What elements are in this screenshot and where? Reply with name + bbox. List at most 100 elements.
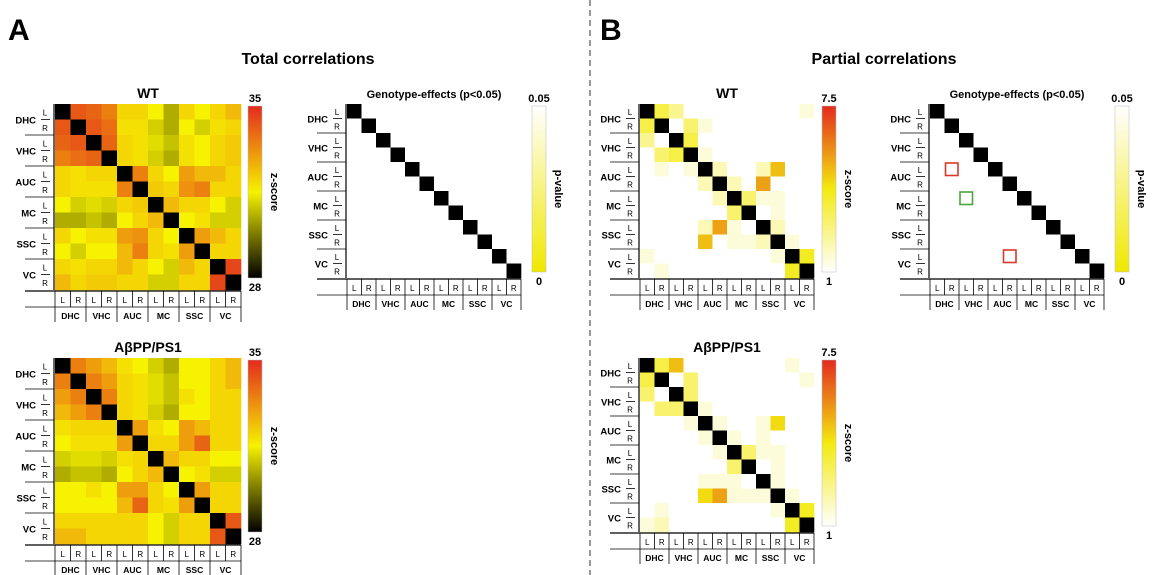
heatmap-cell	[194, 274, 211, 291]
heatmap-cell	[785, 474, 800, 489]
heatmap-cell	[390, 162, 406, 177]
heatmap-cell	[756, 249, 771, 264]
heatmap-cell	[506, 220, 522, 235]
heatmap-cell	[101, 181, 118, 198]
heatmap-cell	[492, 263, 507, 279]
diagonal-cell	[756, 220, 771, 235]
y-region-label: VHC	[891, 144, 911, 155]
heatmap-cell	[132, 513, 149, 529]
heatmap-cell	[712, 503, 728, 518]
heatmap-cell	[741, 503, 757, 518]
heatmap-cell	[770, 104, 786, 119]
diagonal-cell	[741, 205, 757, 221]
heatmap-cell	[669, 401, 684, 417]
heatmap-cell	[86, 243, 102, 260]
y-region-label: SSC	[16, 494, 36, 505]
heatmap-cell	[448, 234, 464, 250]
heatmap-cell	[376, 104, 391, 119]
y-region-label: AUC	[15, 178, 36, 189]
heatmap-cell	[405, 147, 420, 163]
x-hemisphere-label: R	[168, 296, 174, 305]
heatmap-cell	[712, 104, 728, 119]
heatmap-cell	[210, 420, 226, 436]
colorbar-max-label: 0.05	[528, 93, 549, 105]
y-hemisphere-label: L	[335, 195, 340, 204]
heatmap-cell	[1046, 133, 1061, 148]
heatmap-cell	[669, 416, 684, 431]
heatmap-cell	[1089, 133, 1105, 148]
heatmap-cell	[390, 205, 406, 221]
y-hemisphere-label: L	[628, 391, 633, 400]
heatmap-cell	[741, 162, 757, 177]
colorbar-max-label: 7.5	[821, 93, 836, 105]
heatmap-cell	[770, 118, 786, 134]
colorbar-max-label: 7.5	[821, 347, 836, 359]
heatmap-cell	[376, 249, 391, 264]
heatmap-cell	[448, 118, 464, 134]
heatmap-cell	[930, 133, 945, 148]
heatmap-cell	[163, 181, 180, 198]
y-hemisphere-label: R	[627, 180, 633, 189]
x-hemisphere-label: L	[439, 284, 444, 293]
heatmap-cell	[117, 389, 133, 405]
heatmap-cell	[361, 220, 377, 235]
heatmap-cell	[405, 133, 420, 148]
heatmap-cell	[756, 191, 771, 206]
heatmap-cell	[477, 205, 493, 221]
heatmap-cell	[1060, 191, 1076, 206]
heatmap-cell	[225, 166, 242, 182]
heatmap-cell	[640, 459, 655, 475]
heatmap-cell	[799, 401, 815, 417]
heatmap-cell	[930, 205, 945, 221]
y-region-label: AUC	[15, 432, 36, 443]
heatmap-cell	[179, 404, 195, 421]
heatmap-cell	[640, 503, 655, 518]
heatmap-cell	[55, 259, 71, 275]
heatmap-cell	[163, 243, 180, 260]
diagonal-cell	[55, 358, 71, 374]
heatmap-cell	[132, 451, 149, 467]
heatmap-cell	[361, 191, 377, 206]
heatmap-cell	[148, 466, 164, 483]
heatmap-cell	[727, 401, 742, 417]
heatmap-cell	[419, 118, 435, 134]
heatmap-cell	[506, 133, 522, 148]
heatmap-cell	[654, 263, 670, 279]
heatmap-cell	[163, 420, 180, 436]
x-region-label: MC	[442, 299, 455, 309]
x-hemisphere-label: R	[230, 550, 236, 559]
y-hemisphere-label: R	[42, 279, 48, 288]
heatmap-cell	[683, 263, 699, 279]
heatmap-cell	[194, 150, 211, 167]
diagonal-cell	[506, 263, 522, 279]
x-hemisphere-label: R	[366, 284, 372, 293]
heatmap-cell	[86, 451, 102, 467]
heatmap-cell	[347, 147, 362, 163]
heatmap-cell	[973, 220, 989, 235]
heatmap-cell	[799, 249, 815, 264]
x-hemisphere-label: R	[659, 538, 665, 547]
heatmap-cell	[117, 404, 133, 421]
y-region-label: MC	[896, 202, 911, 213]
heatmap-cell	[683, 517, 699, 533]
heatmap-cell	[727, 503, 742, 518]
heatmap-cell	[683, 220, 699, 235]
x-region-label: SSC	[469, 299, 486, 309]
heatmap-cell	[101, 135, 118, 151]
x-region-label: AUC	[410, 299, 428, 309]
heatmap-cell	[640, 474, 655, 489]
y-region-label: AUC	[600, 427, 621, 438]
heatmap-cell	[434, 220, 449, 235]
x-hemisphere-label: L	[216, 550, 221, 559]
heatmap-cell	[376, 263, 391, 279]
colorbar-min-label: 1	[826, 530, 832, 542]
heatmap-cell	[683, 474, 699, 489]
heatmap-cell	[101, 482, 118, 498]
heatmap-cell	[973, 176, 989, 192]
heatmap-cell	[132, 212, 149, 229]
heatmap-cell	[448, 176, 464, 192]
heatmap-cell	[225, 135, 242, 151]
y-region-label: DHC	[15, 370, 36, 381]
heatmap-cell	[210, 404, 226, 421]
x-region-label: DHC	[935, 299, 953, 309]
